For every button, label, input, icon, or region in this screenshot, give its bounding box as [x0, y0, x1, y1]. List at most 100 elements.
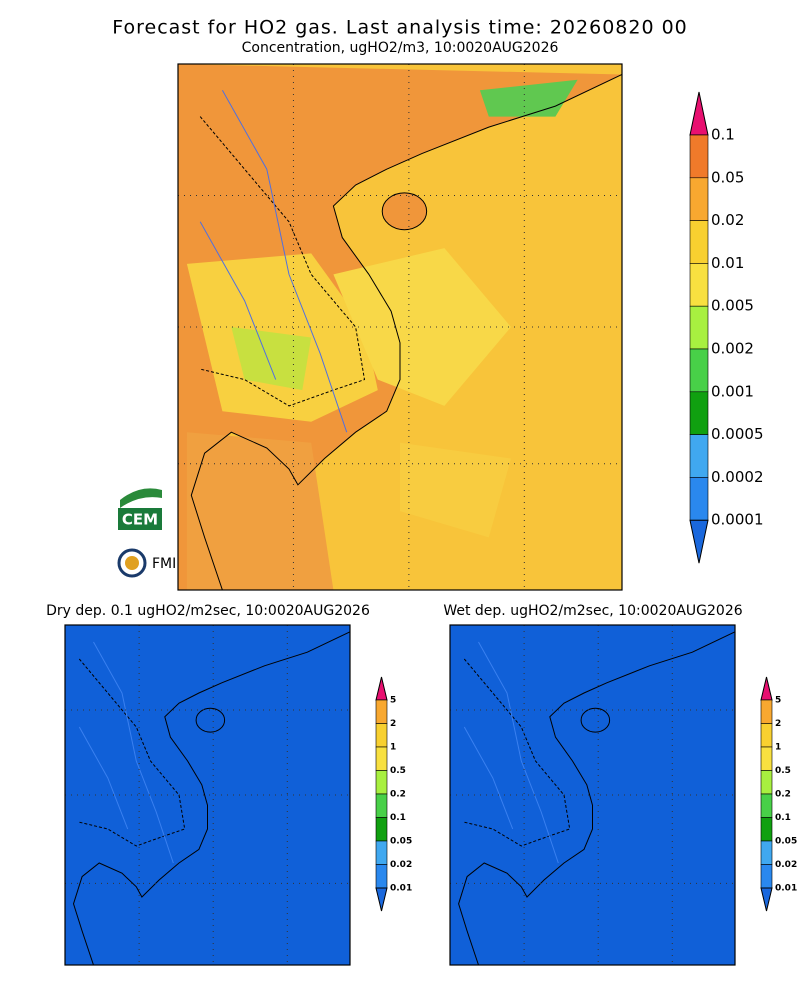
colorbar-label: 1	[775, 743, 781, 753]
river	[221, 90, 348, 433]
colorbar-label: 0.2	[390, 790, 406, 800]
border	[78, 658, 186, 847]
field-patch	[186, 432, 334, 590]
colorbar-segment	[375, 699, 388, 724]
colorbar-segment	[760, 723, 773, 748]
border	[199, 116, 366, 407]
colorbar-segment	[689, 305, 709, 350]
colorbar-label: 0.1	[390, 813, 406, 823]
colorbar-segment	[375, 723, 388, 748]
colorbar-label: 0.01	[711, 254, 744, 272]
title: Forecast for HO2 gas. Last analysis time…	[112, 17, 688, 39]
colorbar-label: 0.01	[390, 884, 412, 894]
colorbar-segment	[375, 793, 388, 818]
colorbar: 5 2 1 0.5 0.2 0.1 0.05 0.02 0.01	[760, 676, 797, 912]
colorbar-segment	[689, 391, 709, 435]
river	[478, 641, 559, 864]
colorbar-segment	[760, 840, 773, 865]
colorbar-segment	[375, 840, 388, 865]
colorbar-label: 0.02	[711, 211, 744, 229]
colorbar-label: 0.05	[390, 837, 412, 847]
colorbar-segment	[375, 817, 388, 842]
colorbar-bottom	[689, 519, 709, 564]
coastline	[190, 74, 622, 590]
logo-text: FMI	[152, 556, 176, 572]
colorbar-label: 2	[390, 719, 396, 729]
colorbar-label: 0.05	[711, 168, 744, 186]
colorbar-label: 2	[775, 719, 781, 729]
colorbar-segment	[760, 699, 773, 724]
field-patch	[231, 327, 312, 391]
river	[78, 726, 129, 830]
field-patch	[333, 248, 511, 406]
island	[195, 707, 226, 733]
cem-logo: CEM	[118, 484, 162, 530]
colorbar-label: 0.5	[775, 766, 791, 776]
coastline	[458, 631, 735, 965]
colorbar-segment	[760, 770, 773, 795]
colorbar-segment	[689, 348, 709, 393]
colorbar-label: 0.01	[775, 884, 797, 894]
panel-title: Dry dep. 0.1 ugHO2/m2sec, 10:0020AUG2026	[46, 603, 370, 619]
coastline	[72, 631, 350, 965]
map-panel	[64, 624, 351, 966]
logo-text: CEM	[122, 511, 158, 529]
map-frame	[177, 63, 623, 591]
colorbar-segment	[375, 864, 388, 889]
colorbar-segment	[375, 770, 388, 795]
colorbar-label: 1	[390, 743, 396, 753]
colorbar-segment	[689, 477, 709, 521]
colorbar-label: 0.5	[390, 766, 406, 776]
map-panel	[449, 624, 736, 966]
logo-band	[118, 508, 162, 530]
colorbar-label: 5	[775, 696, 781, 706]
colorbar-segment	[689, 220, 709, 264]
colorbar-label: 0.2	[775, 790, 791, 800]
colorbar-segment	[689, 177, 709, 221]
colorbar-label: 0.05	[775, 837, 797, 847]
map-panel	[177, 63, 623, 591]
colorbar-label: 0.002	[711, 340, 754, 358]
colorbar-segment	[760, 793, 773, 818]
map-content	[450, 625, 735, 965]
map-content	[178, 64, 622, 590]
map-frame	[449, 624, 736, 966]
colorbar-segment	[760, 746, 773, 771]
river	[199, 221, 277, 380]
fmi-logo: FMI	[117, 548, 176, 578]
logo-core	[125, 556, 139, 570]
colorbar: 0.1 0.05 0.02 0.01 0.005 0.002 0.001 0.0005 0.00…	[689, 91, 764, 564]
logo-ring	[117, 548, 147, 578]
land	[65, 625, 350, 965]
colorbar-label: 0.0005	[711, 425, 764, 443]
map-frame	[64, 624, 351, 966]
colorbar-label: 0.001	[711, 382, 754, 400]
subtitle: Concentration, ugHO2/m3, 10:0020AUG2026	[242, 40, 559, 56]
colorbar-segment	[689, 263, 709, 307]
colorbar-label: 0.0002	[711, 468, 764, 486]
island	[381, 192, 428, 231]
colorbar-bottom	[760, 887, 773, 912]
colorbar: 5 2 1 0.5 0.2 0.1 0.05 0.02 0.01	[375, 676, 412, 912]
field-patch	[479, 79, 578, 117]
river	[463, 726, 514, 830]
colorbar-segment	[375, 746, 388, 771]
field-patch	[400, 442, 511, 538]
border	[463, 658, 571, 847]
colorbar-segment	[760, 864, 773, 889]
island	[580, 707, 611, 733]
panel-title: Wet dep. ugHO2/m2sec, 10:0020AUG2026	[443, 603, 742, 619]
colorbar-top	[760, 676, 773, 701]
colorbar-label: 5	[390, 696, 396, 706]
colorbar-label: 0.1	[775, 813, 791, 823]
colorbar-segment	[689, 134, 709, 179]
river	[93, 641, 174, 864]
colorbar-bottom	[375, 887, 388, 912]
colorbar-label: 0.0001	[711, 511, 764, 529]
colorbar-segment	[760, 817, 773, 842]
land	[450, 625, 735, 965]
colorbar-label: 0.005	[711, 297, 754, 315]
colorbar-top	[689, 91, 709, 136]
logo-swoosh	[120, 488, 162, 508]
